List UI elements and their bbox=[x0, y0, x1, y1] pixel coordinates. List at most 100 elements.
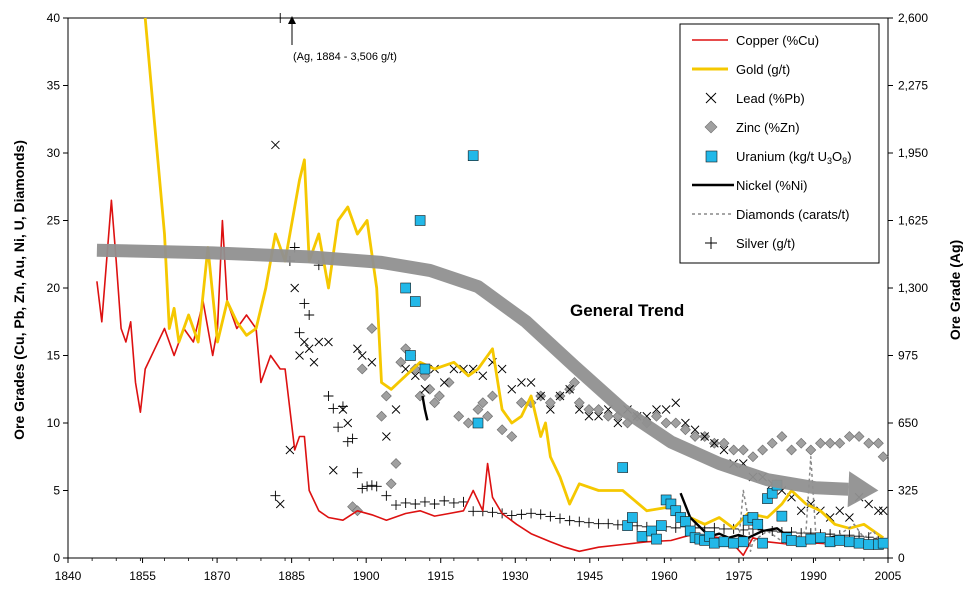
x-tick-label: 1915 bbox=[427, 569, 454, 583]
y-left-tick-label: 5 bbox=[53, 484, 60, 498]
x-tick-label: 2005 bbox=[875, 569, 902, 583]
zinc-point bbox=[453, 410, 465, 422]
uranium-point bbox=[795, 536, 807, 548]
uranium-point bbox=[786, 535, 797, 546]
lead-point bbox=[594, 411, 603, 421]
copper-line bbox=[96, 199, 884, 557]
zinc-point bbox=[824, 437, 836, 449]
silver-1884-annotation: (Ag, 1884 - 3,506 g/t) bbox=[288, 16, 397, 63]
y-left-tick-label: 25 bbox=[47, 214, 61, 228]
uranium-point bbox=[815, 532, 826, 544]
uranium-point bbox=[824, 536, 836, 548]
nickel-line-segment bbox=[421, 395, 429, 421]
zinc-point bbox=[409, 363, 421, 375]
silver-point bbox=[535, 509, 546, 520]
uranium-point bbox=[728, 537, 739, 549]
silver-point bbox=[371, 481, 382, 492]
x-tick-label: 1900 bbox=[353, 569, 380, 583]
silver-point bbox=[612, 519, 623, 530]
zinc-point bbox=[853, 431, 865, 442]
lead-point bbox=[285, 445, 295, 455]
left-axis-label: Ore Grades (Cu, Pb, Zn, Au, Ni, U, Diamo… bbox=[11, 140, 27, 440]
trend-arrow-head bbox=[847, 471, 879, 508]
uranium-point bbox=[651, 533, 662, 545]
uranium-point bbox=[863, 539, 875, 550]
silver-point bbox=[352, 467, 363, 478]
y-right-tick-label: 325 bbox=[898, 484, 918, 498]
legend-label-diamonds: Diamonds (carats/t) bbox=[736, 207, 849, 222]
uranium-point bbox=[617, 462, 629, 473]
silver-point bbox=[448, 497, 459, 508]
zinc-point bbox=[462, 417, 474, 429]
y-right-tick-label: 1,950 bbox=[898, 146, 928, 160]
uranium-point bbox=[414, 215, 426, 226]
lead-point bbox=[478, 371, 488, 381]
lead-point bbox=[324, 337, 333, 347]
silver-point bbox=[487, 507, 498, 518]
legend-swatch-silver bbox=[705, 237, 717, 249]
lead-point bbox=[878, 506, 888, 516]
y-right-tick-label: 650 bbox=[898, 416, 918, 430]
y-left-tick-label: 40 bbox=[47, 11, 61, 25]
silver-point bbox=[347, 433, 358, 444]
x-tick-label: 1945 bbox=[576, 569, 603, 583]
lead-point bbox=[309, 357, 319, 367]
lead-point bbox=[367, 357, 377, 367]
zinc-point bbox=[515, 397, 527, 409]
lead-point bbox=[357, 351, 367, 360]
legend-label-silver: Silver (g/t) bbox=[736, 236, 795, 251]
uranium-point bbox=[467, 150, 479, 161]
legend-label-zinc: Zinc (%Zn) bbox=[736, 120, 800, 135]
zinc-point bbox=[433, 390, 445, 402]
uranium-label-prefix: Uranium (kg/t U bbox=[736, 149, 827, 164]
silver-point bbox=[299, 298, 310, 309]
lead-point bbox=[555, 391, 565, 401]
zinc-point bbox=[487, 390, 498, 402]
annotation-arrowhead bbox=[288, 16, 296, 24]
lead-point bbox=[710, 438, 719, 448]
zinc-point bbox=[718, 437, 730, 449]
zinc-point bbox=[593, 404, 605, 415]
lead-point bbox=[700, 432, 710, 441]
zinc-point bbox=[834, 437, 846, 449]
y-right-tick-label: 1,625 bbox=[898, 214, 928, 228]
legend-label-nickel: Nickel (%Ni) bbox=[736, 178, 808, 193]
lead-point bbox=[574, 405, 584, 414]
silver-point bbox=[337, 401, 348, 412]
uranium-point bbox=[737, 536, 749, 548]
silver-point bbox=[328, 403, 339, 414]
y-right-tick-label: 2,600 bbox=[898, 11, 928, 25]
uranium-point bbox=[409, 296, 421, 307]
lead-point bbox=[536, 391, 546, 401]
zinc-point bbox=[651, 410, 662, 422]
legend-entry-lead: Lead (%Pb) bbox=[705, 91, 805, 106]
uranium-point bbox=[400, 282, 411, 294]
zinc-series bbox=[347, 323, 889, 517]
zinc-point bbox=[776, 431, 788, 442]
gold-line bbox=[143, 17, 885, 539]
uranium-point bbox=[709, 537, 720, 549]
uranium-point bbox=[805, 533, 817, 545]
zinc-point bbox=[573, 397, 585, 409]
legend-entry-diamonds: Diamonds (carats/t) bbox=[692, 207, 849, 222]
uranium-point bbox=[757, 537, 768, 549]
lead-point bbox=[314, 337, 324, 347]
zinc-point bbox=[496, 424, 508, 436]
legend-swatch-uranium bbox=[705, 150, 718, 163]
y-left-tick-label: 0 bbox=[53, 551, 60, 565]
legend-box bbox=[679, 23, 880, 264]
lead-point bbox=[353, 344, 362, 354]
uranium-point bbox=[655, 520, 667, 531]
lead-point bbox=[584, 411, 594, 421]
lead-point bbox=[295, 351, 304, 360]
lead-point bbox=[343, 418, 353, 428]
silver-point bbox=[593, 518, 604, 529]
lead-point bbox=[671, 398, 681, 408]
uranium-point bbox=[877, 537, 889, 549]
silver-point bbox=[506, 510, 517, 521]
zinc-point bbox=[569, 377, 580, 388]
zinc-point bbox=[429, 397, 441, 409]
y-right-tick-label: 2,275 bbox=[898, 79, 928, 93]
x-tick-label: 1885 bbox=[278, 569, 305, 583]
legend-entry-silver: Silver (g/t) bbox=[705, 236, 795, 251]
